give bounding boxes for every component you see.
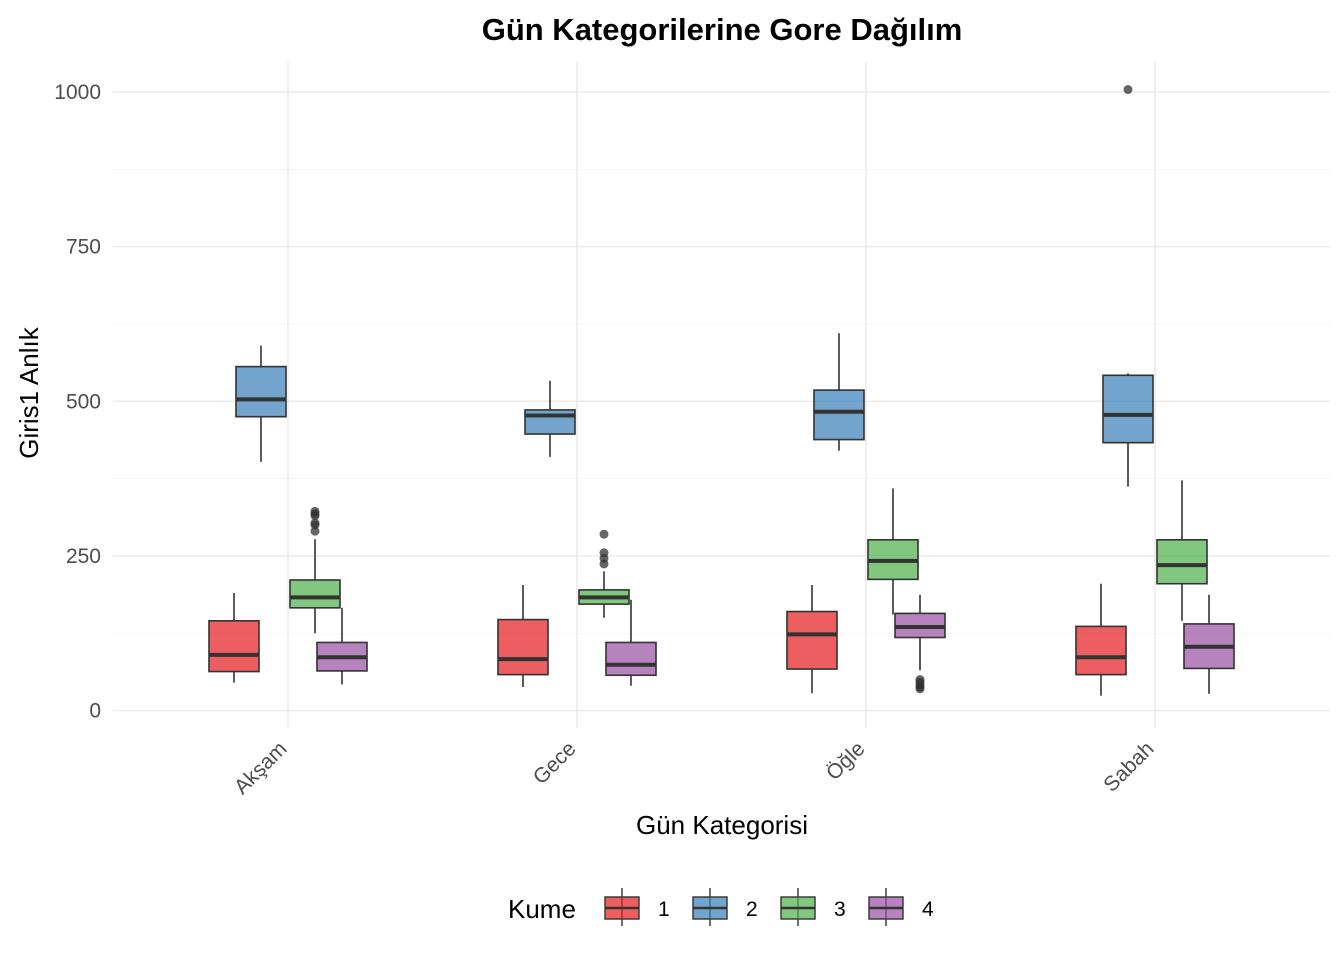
box-body [1156, 538, 1208, 585]
box-2-Öğle [813, 333, 865, 451]
box-4-Sabah [1183, 594, 1235, 694]
outlier-point [310, 518, 320, 528]
x-tick-label: Gece [529, 737, 581, 789]
y-tick-label: 750 [66, 236, 101, 259]
box-4-Gece [605, 599, 657, 686]
x-axis-title: Gün Kategorisi [636, 810, 808, 840]
x-axis-ticks: Akşam Gece Öğle Sabah [230, 737, 1159, 799]
legend-item-2: 2 [692, 888, 758, 926]
outlier-point [310, 506, 320, 516]
y-axis-ticks: 0 250 500 750 1000 [54, 81, 101, 723]
box-body [1102, 374, 1154, 444]
box-3-Akşam [289, 506, 341, 634]
legend-label: 4 [922, 898, 934, 921]
box-1-Sabah [1075, 583, 1127, 696]
box-2-Sabah [1102, 85, 1154, 487]
chart-title: Gün Kategorilerine Gore Dağılım [482, 12, 963, 47]
box-1-Gece [497, 584, 549, 687]
box-3-Sabah [1156, 480, 1208, 621]
box-1-Öğle [786, 584, 838, 694]
box-body [497, 618, 549, 676]
legend-item-4: 4 [868, 888, 934, 926]
y-tick-label: 250 [66, 545, 101, 568]
legend-label: 1 [658, 898, 670, 921]
outlier-point [310, 526, 320, 536]
outlier-point [1123, 85, 1133, 95]
legend-label: 2 [746, 898, 758, 921]
box-body [605, 641, 657, 677]
box-3-Gece [578, 529, 630, 618]
outlier-point [599, 529, 609, 539]
box-4-Öğle [894, 594, 946, 694]
outlier-point [599, 548, 609, 558]
box-4-Akşam [316, 607, 368, 685]
box-3-Öğle [867, 488, 919, 615]
y-axis-title: Giris1 Anlık [14, 326, 44, 458]
legend-label: 3 [834, 898, 846, 921]
box-body [208, 620, 260, 673]
x-tick-label: Akşam [230, 737, 292, 799]
box-1-Akşam [208, 592, 260, 683]
box-body [289, 579, 341, 609]
y-tick-label: 0 [89, 700, 101, 723]
outlier-point [915, 675, 925, 685]
x-tick-label: Sabah [1099, 737, 1158, 796]
y-tick-label: 500 [66, 390, 101, 413]
legend-title: Kume [508, 894, 576, 924]
box-series [208, 85, 1235, 696]
legend-item-3: 3 [780, 888, 846, 926]
legend: Kume 1 2 3 4 [508, 888, 934, 926]
x-tick-label: Öğle [822, 737, 870, 785]
box-2-Akşam [235, 345, 287, 462]
grid [113, 62, 1330, 728]
y-tick-label: 1000 [54, 81, 101, 104]
legend-item-1: 1 [604, 888, 670, 926]
box-body [235, 365, 287, 418]
box-body [1075, 625, 1127, 676]
box-2-Gece [524, 380, 576, 457]
box-body [813, 389, 865, 441]
box-body [786, 610, 838, 670]
